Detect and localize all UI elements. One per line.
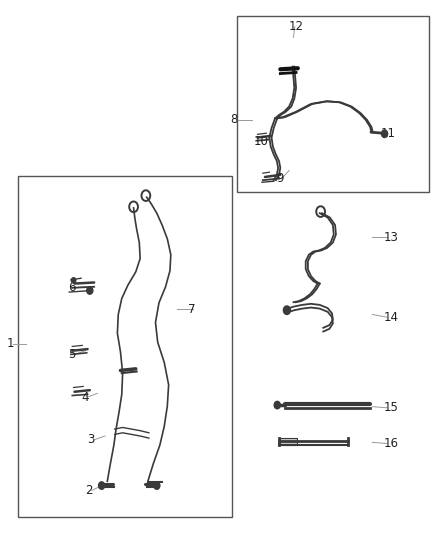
Circle shape bbox=[71, 278, 76, 283]
Circle shape bbox=[154, 482, 160, 489]
Bar bbox=[237, 16, 429, 192]
Circle shape bbox=[87, 287, 93, 294]
Text: 11: 11 bbox=[381, 127, 396, 140]
Circle shape bbox=[99, 482, 105, 489]
Circle shape bbox=[381, 130, 388, 138]
Text: 12: 12 bbox=[289, 20, 304, 33]
Text: 4: 4 bbox=[81, 391, 88, 403]
Text: 8: 8 bbox=[230, 114, 237, 126]
Bar bbox=[18, 176, 232, 517]
Circle shape bbox=[274, 401, 280, 409]
Text: 6: 6 bbox=[68, 281, 75, 294]
Text: 2: 2 bbox=[85, 484, 93, 497]
Text: 9: 9 bbox=[276, 172, 283, 185]
Text: 16: 16 bbox=[383, 437, 398, 450]
Text: 13: 13 bbox=[383, 231, 398, 244]
Text: 14: 14 bbox=[383, 311, 398, 324]
Circle shape bbox=[283, 306, 290, 314]
Text: 1: 1 bbox=[7, 337, 14, 350]
Text: 5: 5 bbox=[68, 348, 75, 361]
Text: 15: 15 bbox=[383, 401, 398, 414]
Text: 7: 7 bbox=[188, 303, 196, 316]
Text: 3: 3 bbox=[88, 433, 95, 446]
Text: 10: 10 bbox=[254, 135, 269, 148]
Bar bbox=[280, 438, 297, 445]
